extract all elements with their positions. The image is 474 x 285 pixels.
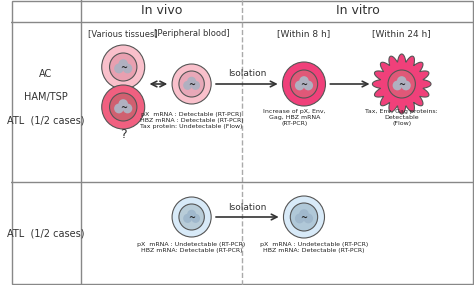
Circle shape xyxy=(114,64,124,73)
Text: pX  mRNA : Detectable (RT-PCR)
HBZ mRNA : Detectable (RT-PCR)
Tax protein: Undet: pX mRNA : Detectable (RT-PCR) HBZ mRNA :… xyxy=(140,112,244,129)
Circle shape xyxy=(397,76,407,86)
Circle shape xyxy=(290,70,318,98)
Text: [Various tissues]: [Various tissues] xyxy=(89,30,158,38)
Text: Isolation: Isolation xyxy=(228,70,267,78)
Circle shape xyxy=(102,45,145,89)
Circle shape xyxy=(118,99,128,109)
Circle shape xyxy=(401,81,411,90)
Circle shape xyxy=(299,209,309,219)
Text: [Within 8 h]: [Within 8 h] xyxy=(277,30,330,38)
Text: ~: ~ xyxy=(188,80,195,89)
Circle shape xyxy=(183,214,192,223)
Text: ?: ? xyxy=(120,129,127,141)
Circle shape xyxy=(179,71,204,97)
Circle shape xyxy=(290,203,318,231)
Circle shape xyxy=(392,81,402,90)
Text: ~: ~ xyxy=(301,213,308,221)
Text: ~: ~ xyxy=(188,213,195,221)
Circle shape xyxy=(187,210,196,219)
Text: pX  mRNA : Undetectable (RT-PCR)
HBZ mRNA: Detectable (RT-PCR): pX mRNA : Undetectable (RT-PCR) HBZ mRNA… xyxy=(137,242,246,253)
Text: AC

HAM/TSP

ATL  (1/2 cases): AC HAM/TSP ATL (1/2 cases) xyxy=(7,69,85,125)
Circle shape xyxy=(183,81,192,90)
Text: [Peripheral blood]: [Peripheral blood] xyxy=(154,30,229,38)
Circle shape xyxy=(109,53,137,81)
Circle shape xyxy=(118,59,128,69)
FancyBboxPatch shape xyxy=(12,1,473,284)
Circle shape xyxy=(172,197,211,237)
Text: ~: ~ xyxy=(398,80,405,89)
Text: pX  mRNA : Undetectable (RT-PCR)
HBZ mRNA: Detectable (RT-PCR): pX mRNA : Undetectable (RT-PCR) HBZ mRNA… xyxy=(260,242,368,253)
Text: In vitro: In vitro xyxy=(337,5,380,17)
Circle shape xyxy=(114,103,124,113)
Circle shape xyxy=(191,214,200,223)
Circle shape xyxy=(295,81,304,90)
Circle shape xyxy=(283,62,326,106)
Text: ~: ~ xyxy=(120,62,127,72)
Circle shape xyxy=(123,64,132,73)
Text: Increase of pX, Env,
Gag, HBZ mRNA
(RT-PCR): Increase of pX, Env, Gag, HBZ mRNA (RT-P… xyxy=(263,109,326,126)
Text: ATL  (1/2 cases): ATL (1/2 cases) xyxy=(7,229,85,239)
Text: In vivo: In vivo xyxy=(141,5,182,17)
Circle shape xyxy=(388,70,415,98)
Circle shape xyxy=(191,81,200,90)
Circle shape xyxy=(123,103,132,113)
Circle shape xyxy=(187,77,196,86)
Circle shape xyxy=(172,64,211,104)
Text: [Within 24 h]: [Within 24 h] xyxy=(372,30,431,38)
Circle shape xyxy=(303,213,313,223)
Polygon shape xyxy=(373,54,431,114)
Text: Tax, Env, Gag proteins:
Detectable
(Flow): Tax, Env, Gag proteins: Detectable (Flow… xyxy=(365,109,438,126)
Circle shape xyxy=(283,196,325,238)
Text: ~: ~ xyxy=(120,103,127,111)
Text: ~: ~ xyxy=(301,80,308,89)
Circle shape xyxy=(109,93,137,121)
Circle shape xyxy=(102,85,145,129)
Circle shape xyxy=(179,204,204,230)
Circle shape xyxy=(299,76,309,86)
Circle shape xyxy=(303,81,313,90)
Circle shape xyxy=(295,213,304,223)
Text: Isolation: Isolation xyxy=(228,203,267,211)
